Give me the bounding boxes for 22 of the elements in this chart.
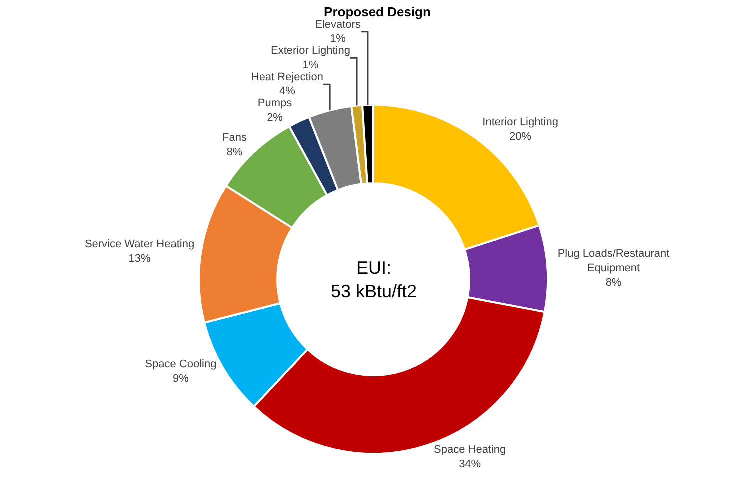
slice-label: Exterior Lighting [271,45,351,58]
slice-label: Service Water Heating [84,238,195,251]
slice-label: Interior Lighting [482,116,558,129]
data-label: 20% [510,130,532,143]
data-label: 1% [302,59,319,72]
slice-label: Heat Rejection [251,71,324,84]
slice-label: Fans [222,132,248,144]
data-label: 34% [459,458,482,471]
data-label: 8% [226,146,243,158]
chart-title: Proposed Design [324,4,432,20]
slice-label: Elevators [315,18,362,31]
data-label: 4% [279,86,296,98]
data-label: 2% [267,112,284,124]
data-label: 9% [172,372,190,385]
slice-label: Plug Loads/Restaurant Equipment [558,248,670,274]
text: EUI: 53 kBtu/ft2 [331,258,418,302]
slice-label: Pumps [258,98,293,110]
data-label: 13% [128,253,151,266]
slice-label: Space Cooling [145,358,217,371]
slice-label: Space Heating [434,444,506,456]
data-label: 1% [330,33,346,46]
data-label: 8% [606,276,622,289]
